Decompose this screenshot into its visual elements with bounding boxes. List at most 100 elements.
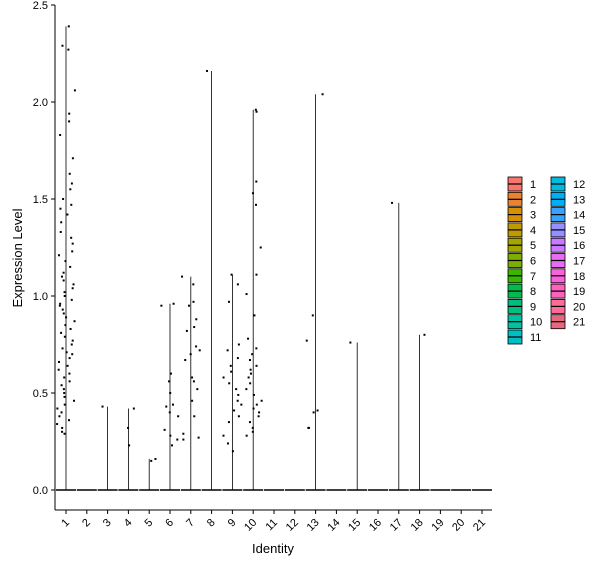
data-point [69,188,72,191]
data-point [67,25,70,28]
data-point [198,349,201,352]
data-point [226,442,229,445]
data-point [235,388,238,391]
data-point [177,415,180,418]
data-point [189,353,192,356]
x-tick-label: 7 [184,517,197,530]
legend-label: 7 [530,271,536,283]
data-point [171,403,174,406]
data-point [68,120,71,123]
data-point [70,298,73,301]
data-point [64,324,67,327]
data-point [68,357,71,360]
data-point [69,327,72,330]
data-point [259,246,262,249]
data-point [236,283,239,286]
data-point [169,372,172,375]
data-point [227,421,230,424]
x-tick-label: 5 [143,517,156,530]
points-13 [305,93,324,429]
data-point [63,291,66,294]
y-tick-label: 0.5 [33,388,48,400]
data-point [68,172,71,175]
data-point [249,368,252,371]
data-point [187,304,190,307]
x-tick-label: 3 [101,517,114,530]
x-tick-label: 17 [388,517,405,534]
x-tick-label: 6 [163,517,176,530]
points-1 [56,25,76,435]
data-point [63,335,66,338]
legend-label: 16 [573,240,585,252]
legend-label: 21 [573,317,585,329]
data-point [72,283,75,286]
data-point [68,419,71,422]
y-axis: 0.0 0.5 1.0 1.5 2.0 2.5 [33,0,56,510]
plot-area [56,25,492,491]
data-point [65,351,68,354]
legend-item-9: 9 [507,298,536,314]
data-point [230,370,233,373]
data-point [58,254,61,257]
data-point [62,388,65,391]
violin-2 [76,489,97,491]
violin-19 [430,489,451,491]
y-axis-label: Expression Level [10,208,25,307]
violin-17 [388,202,409,491]
data-point [63,403,66,406]
legend-label: 3 [530,210,536,222]
legend-label: 1 [530,179,536,191]
data-point [58,415,61,418]
data-point [165,405,168,408]
violin-7 [180,276,201,491]
data-point [249,382,252,385]
data-point [237,343,240,346]
data-point [192,283,195,286]
x-tick-label: 9 [226,517,239,530]
data-point [61,308,64,311]
data-point [71,287,74,290]
data-point [72,399,75,402]
data-point [349,341,352,344]
x-tick-label: 8 [205,517,218,530]
data-point [172,302,175,305]
legend-item-5: 5 [507,237,536,253]
points-3 [101,405,104,408]
data-point [60,331,63,334]
data-point [257,415,260,418]
points-15 [349,341,352,344]
data-point [128,444,131,447]
points-8 [205,69,208,72]
legend-item-6: 6 [507,253,536,268]
data-point [195,318,198,321]
data-point [196,388,199,391]
data-point [240,403,243,406]
violin-18 [409,334,430,491]
data-point [61,430,64,433]
data-point [230,273,233,276]
data-point [182,432,185,435]
violin-5 [139,458,160,491]
x-tick-label: 21 [471,517,488,534]
data-point [228,382,231,385]
data-point [222,376,225,379]
data-point [237,415,240,418]
data-point [71,250,74,253]
data-point [66,364,69,367]
legend-item-13: 13 [550,191,585,207]
data-point [56,407,59,410]
violin-21 [472,489,492,491]
data-point [182,438,185,441]
data-point [184,359,187,362]
legend-label: 20 [573,301,585,313]
points-10 [245,108,263,437]
legend-item-14: 14 [550,207,585,223]
data-point [63,376,66,379]
data-point [193,415,196,418]
data-point [71,353,74,356]
legend-item-11: 11 [507,329,541,345]
data-point [160,304,163,307]
legend-label: 13 [573,194,585,206]
violin-4 [118,408,139,491]
